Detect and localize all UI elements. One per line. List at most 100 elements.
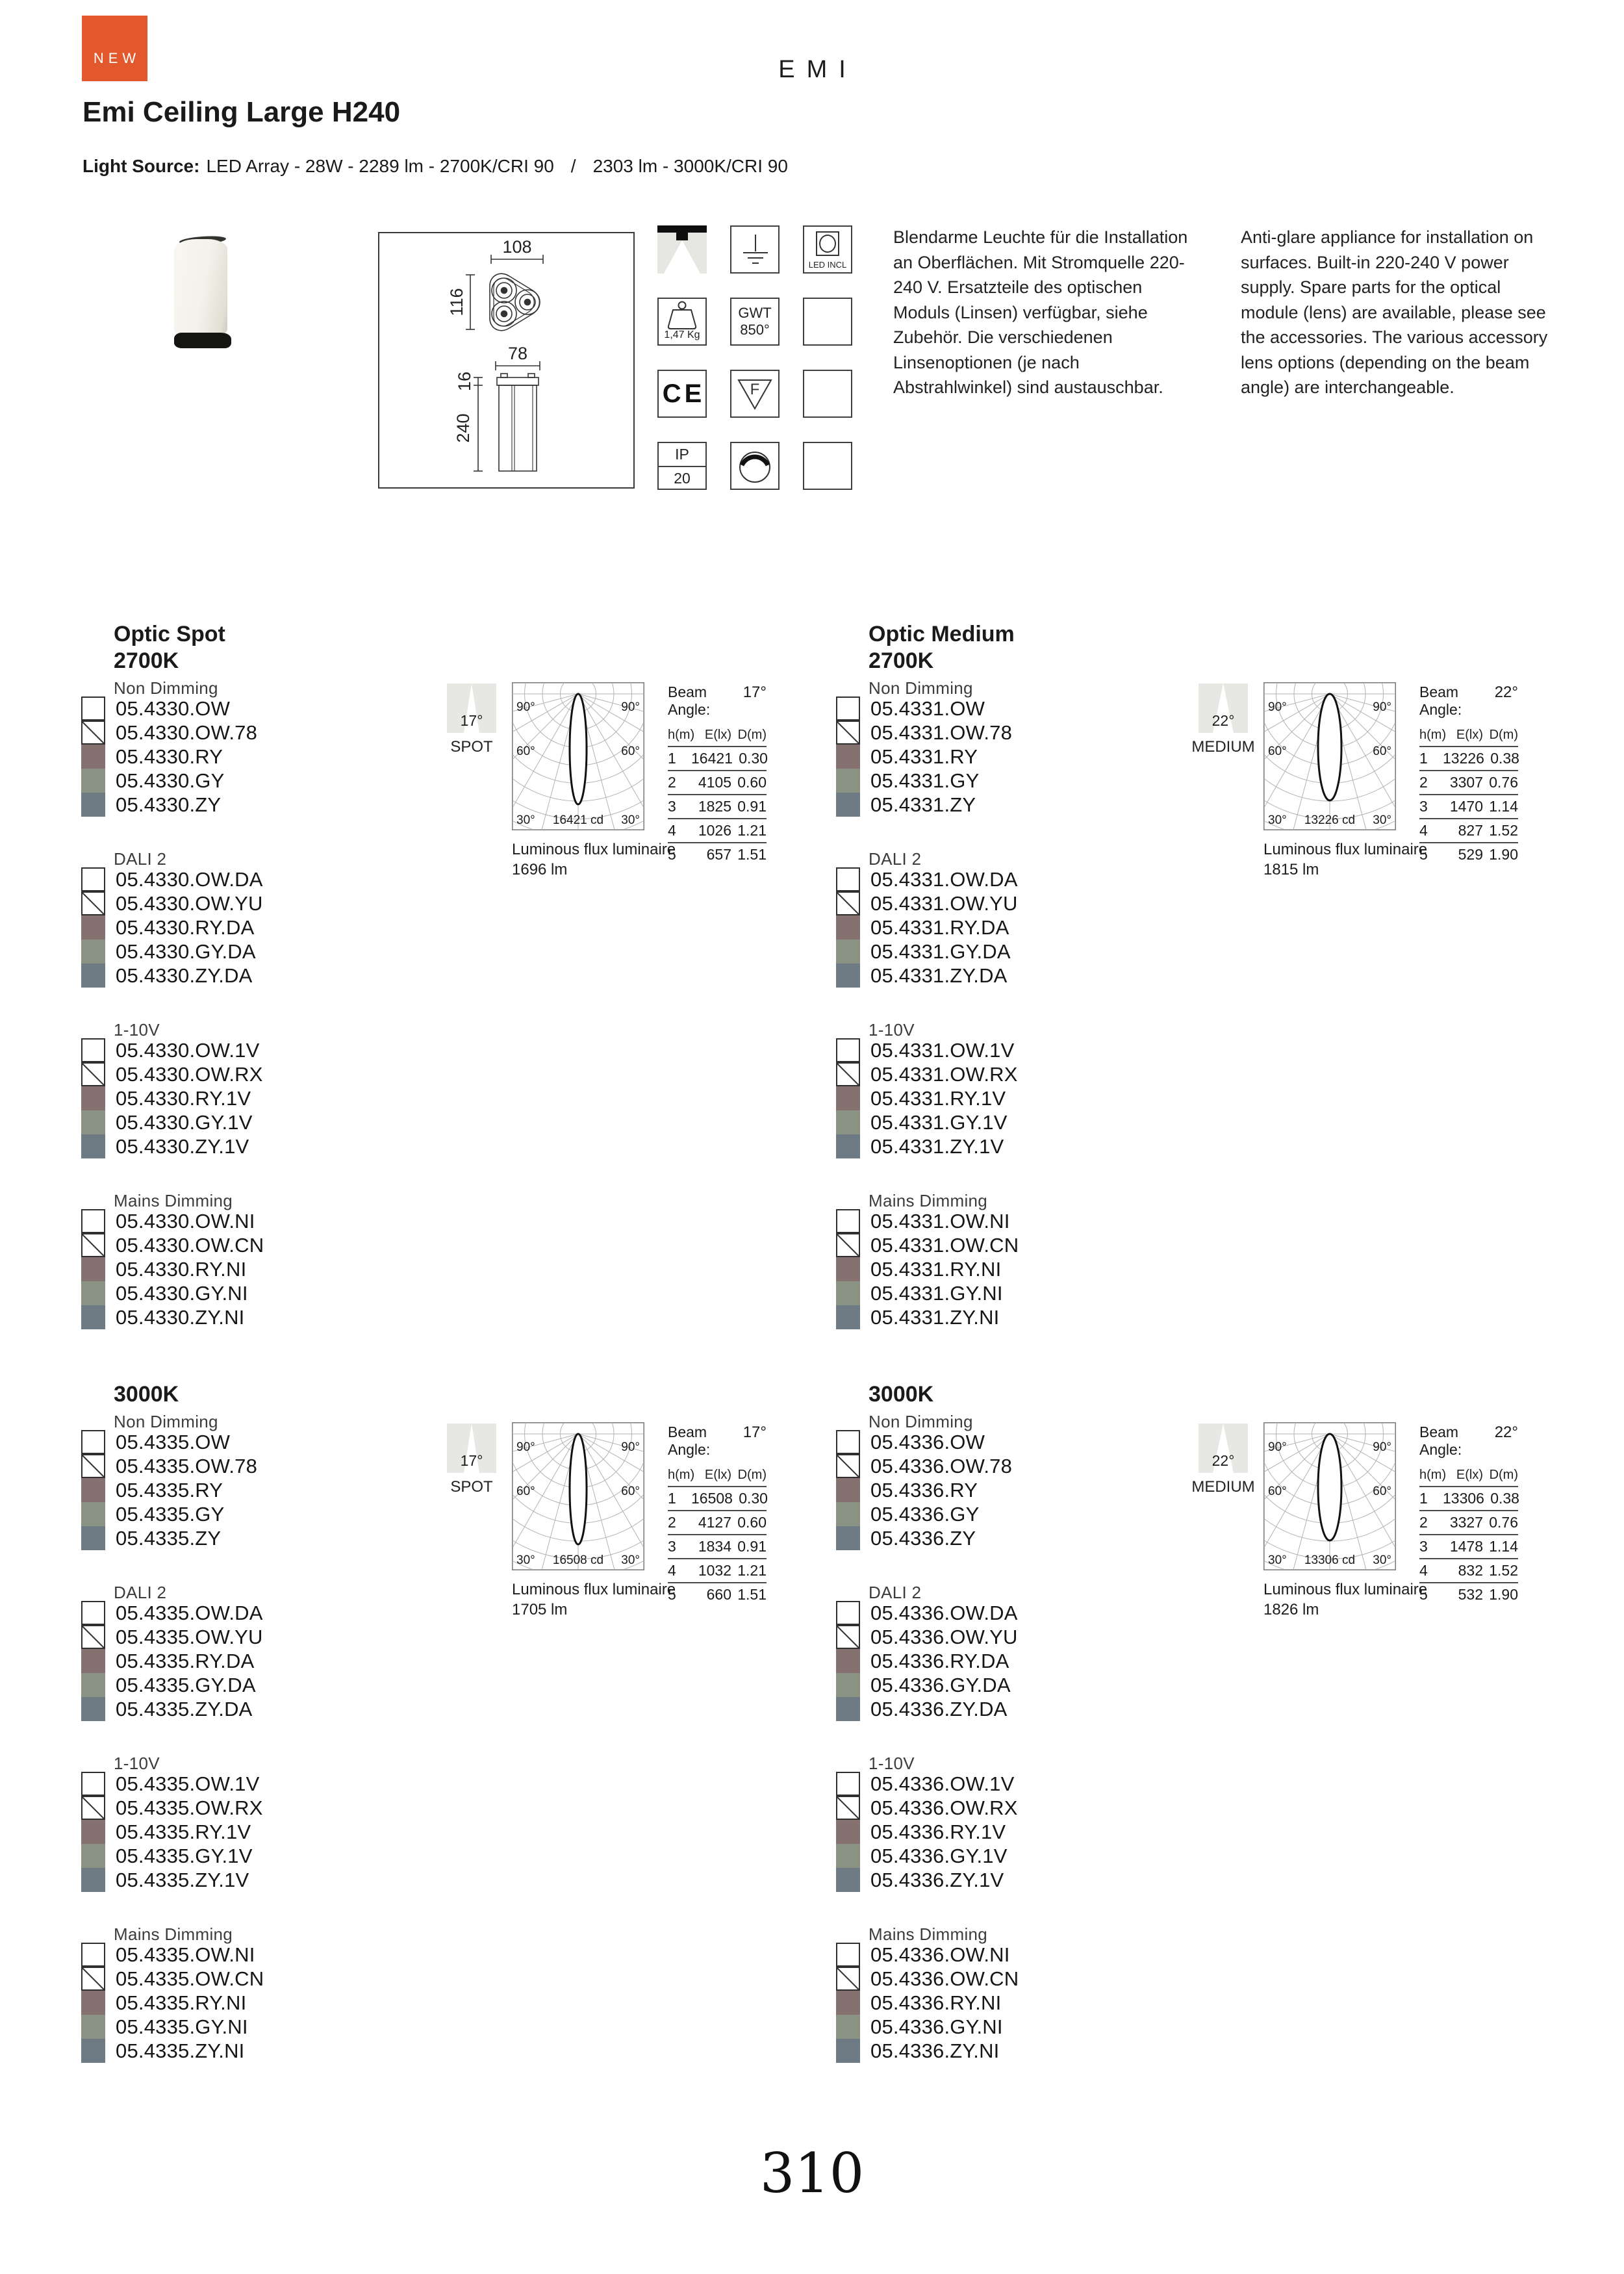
finish-swatch [81, 1134, 105, 1158]
polar-intensity-diagram: 90° 90° 60° 60° 30° 30° 13306 cd [1263, 1422, 1396, 1570]
group-label: 1-10V [114, 1754, 160, 1773]
group-rows: 05.4331.OW.NI 05.4331.OW.CN 05.4331.RY.N… [836, 1209, 1200, 1329]
finish-swatch [81, 915, 105, 939]
group-rows: 05.4330.OW.NI 05.4330.OW.CN 05.4330.RY.N… [81, 1209, 445, 1329]
finish-swatch [836, 1991, 860, 2015]
beam-angle-line: Beam Angle: 17° [668, 1424, 767, 1459]
group-rows: 05.4330.OW 05.4330.OW.78 05.4330.RY 05.4… [81, 696, 445, 817]
finish-swatch [836, 939, 860, 964]
finish-swatch [836, 745, 860, 769]
cell-d: 1.51 [737, 1586, 767, 1603]
description-german: Blendarme Leuchte für die Installation a… [893, 227, 1188, 397]
product-code: 05.4331.ZY [870, 793, 976, 816]
cell-d: 0.76 [1489, 774, 1518, 791]
cell-e: 1825 [698, 798, 731, 815]
finish-swatch [836, 964, 860, 988]
new-badge: NEW [82, 16, 147, 81]
cell-d: 1.90 [1489, 1586, 1518, 1603]
dimming-group: Mains Dimming 05.4331.OW.NI 05.4331.OW.C… [836, 1192, 1200, 1329]
luminous-flux-value: 1815 lm [1263, 861, 1319, 878]
ce-mark-icon: CE [657, 370, 707, 418]
photometry-block: 17° SPOT 90° 90° [447, 682, 772, 897]
polar-label-90-right: 90° [621, 700, 640, 714]
product-code-row: 05.4330.RY.DA [81, 915, 445, 939]
finish-swatch [836, 1697, 860, 1721]
product-code-row: 05.4336.GY.1V [836, 1844, 1200, 1868]
cell-h: 1 [1419, 750, 1428, 767]
weight-icon: 1,47 Kg [657, 298, 707, 346]
finish-swatch [81, 1796, 105, 1820]
polar-intensity-diagram: 90° 90° 60° 60° 30° 30° 16421 cd [512, 682, 644, 830]
section-title: 3000K [81, 1381, 445, 1408]
finish-swatch [836, 1038, 860, 1062]
group-label: 1-10V [869, 1020, 915, 1040]
led-included-icon: LED INCL [803, 225, 852, 274]
cell-h: 1 [668, 750, 676, 767]
header-h: h(m) [668, 728, 695, 742]
product-quadrant: Optic Spot 2700K Non Dimming 05.4330.OW 0… [81, 621, 445, 1363]
finish-swatch [836, 1454, 860, 1478]
finish-swatch [81, 1967, 105, 1991]
beam-table-rows: 1 13226 0.38 2 3307 0.76 3 1470 1.14 4 8… [1419, 747, 1519, 866]
dim-label-78: 78 [508, 344, 527, 363]
finish-swatch [836, 1526, 860, 1550]
product-code-row: 05.4330.ZY.NI [81, 1305, 445, 1329]
group-rows: 05.4336.OW.NI 05.4336.OW.CN 05.4336.RY.N… [836, 1943, 1200, 2063]
finish-swatch [836, 2039, 860, 2063]
finish-swatch [81, 1868, 105, 1892]
section-title: Optic Spot 2700K [81, 621, 445, 674]
finish-swatch [81, 1943, 105, 1967]
earth-ground-icon [730, 225, 780, 274]
cell-d: 0.60 [737, 774, 767, 791]
dim-label-16: 16 [455, 372, 474, 391]
finish-swatch [836, 1673, 860, 1697]
product-code: 05.4335.ZY [116, 1526, 222, 1550]
product-code-row: 05.4335.RY.1V [81, 1820, 445, 1844]
finish-swatch [81, 1697, 105, 1721]
product-code-row: 05.4330.RY [81, 745, 445, 769]
cell-e: 4105 [698, 774, 731, 791]
product-code-row: 05.4330.OW.1V [81, 1038, 445, 1062]
finish-swatch [81, 1257, 105, 1281]
beam-table-row: 5 660 1.51 [668, 1583, 767, 1606]
finish-swatch [81, 1454, 105, 1478]
group-label: DALI 2 [869, 1583, 922, 1602]
product-code-row: 05.4336.OW.NI [836, 1943, 1200, 1967]
polar-label-60-right: 60° [621, 745, 640, 758]
beam-angle-label: Beam Angle: [668, 1424, 711, 1458]
beam-table-row: 2 3327 0.76 [1419, 1511, 1518, 1535]
product-code-row: 05.4330.RY.NI [81, 1257, 445, 1281]
dim-label-116: 116 [447, 288, 466, 316]
group-label: DALI 2 [114, 1583, 167, 1602]
finish-swatch [81, 2015, 105, 2039]
product-code-row: 05.4330.ZY.1V [81, 1134, 445, 1158]
beam-table-rows: 1 16508 0.30 2 4127 0.60 3 1834 0.91 4 1… [668, 1487, 768, 1606]
cell-d: 1.52 [1489, 822, 1518, 839]
groups: Non Dimming 05.4335.OW 05.4335.OW.78 05.… [81, 1413, 445, 2063]
product-code: 05.4330.RY [116, 745, 223, 768]
cell-d: 0.76 [1489, 1514, 1518, 1531]
ip-label: IP [659, 443, 705, 467]
product-code: 05.4335.OW.DA [116, 1601, 263, 1624]
product-code: 05.4330.OW.DA [116, 867, 263, 891]
product-code: 05.4335.RY.NI [116, 1991, 247, 2014]
polar-label-60-right: 60° [1373, 745, 1391, 758]
cell-e: 3307 [1449, 774, 1483, 791]
product-code: 05.4330.ZY.DA [116, 964, 253, 987]
polar-label-30-left: 30° [1268, 813, 1287, 827]
beam-angle-thumb-value: 22° [1212, 712, 1235, 729]
product-code: 05.4336.GY.NI [870, 2015, 1003, 2038]
finish-swatch [836, 1796, 860, 1820]
product-code-row: 05.4335.RY.DA [81, 1649, 445, 1673]
finish-swatch [81, 1991, 105, 2015]
product-code-row: 05.4335.OW.DA [81, 1601, 445, 1625]
finish-swatch [81, 891, 105, 915]
product-code-row: 05.4336.GY.NI [836, 2015, 1200, 2039]
product-code: 05.4336.GY.DA [870, 1673, 1011, 1696]
product-code: 05.4330.RY.NI [116, 1257, 247, 1281]
product-code-row: 05.4330.ZY.DA [81, 964, 445, 988]
group-label: 1-10V [869, 1754, 915, 1773]
product-code: 05.4330.OW.YU [116, 891, 263, 915]
finish-swatch [836, 867, 860, 891]
finish-swatch [81, 769, 105, 793]
